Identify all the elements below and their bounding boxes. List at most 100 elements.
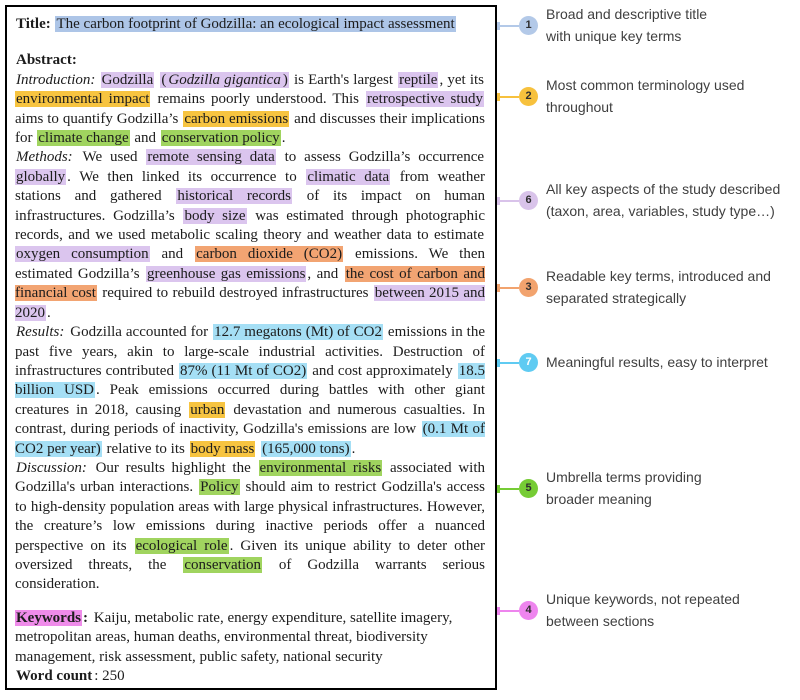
highlight-purple: body size — [183, 207, 247, 224]
highlight-yellow: urban — [189, 401, 226, 418]
highlight-purple: ( — [160, 71, 168, 88]
annotation-number-badge: 7 — [519, 353, 538, 373]
highlight-skyblue: (165,000 tons) — [261, 440, 351, 457]
connector-cap — [497, 21, 500, 30]
text-run: Title: — [16, 16, 55, 32]
highlight-purple: Godzilla — [100, 71, 155, 88]
highlight-purple: Godzilla gigantica — [167, 71, 282, 88]
annotation-text-line: separated strategically — [546, 289, 687, 306]
highlight-purple: greenhouse gas emissions — [146, 265, 307, 282]
highlight-purple: ) — [281, 71, 289, 88]
text-run: and — [150, 246, 195, 263]
annotation-text-line: broader meaning — [546, 490, 652, 507]
connector-line — [497, 358, 519, 367]
connector-line — [497, 606, 519, 615]
text-run: remains poorly understood. This — [151, 91, 366, 108]
text-run: Abstract: — [16, 52, 77, 69]
highlight-purple: remote sensing data — [146, 149, 276, 166]
highlight-blue: The carbon footprint of Godzilla: an eco… — [55, 16, 456, 32]
annotation-text-line: Most common terminology used — [546, 77, 745, 93]
text-run: : — [83, 609, 92, 626]
text-run: Introduction: — [16, 71, 100, 88]
annotation-text: Readable key terms, introduced and separa… — [546, 266, 771, 309]
annotation-number-badge: 2 — [519, 87, 538, 106]
annotation-7: 7 Meaningful results, easy to interpret — [497, 352, 768, 374]
highlight-purple: globally — [15, 168, 67, 185]
annotation-number-badge: 6 — [519, 191, 538, 210]
annotation-text-line: with unique key terms — [546, 27, 682, 44]
annotation-text: Meaningful results, easy to interpret — [546, 352, 768, 374]
text-run: of Godzilla warrants serious considerati… — [15, 556, 486, 593]
abstract-document-box: Title: The carbon footprint of Godzilla:… — [5, 5, 497, 690]
annotation-1: 1 Broad and descriptive title with unique … — [497, 4, 707, 47]
annotation-2: 2 Most common terminology used throughout — [497, 75, 744, 118]
connector-cap — [497, 484, 500, 493]
connector-cap — [497, 92, 500, 101]
annotation-text: Broad and descriptive title with unique k… — [546, 4, 707, 47]
annotation-text-line: All key aspects of the study described — [546, 181, 781, 197]
annotation-5: 5 Umbrella terms providing broader meaning — [497, 467, 702, 510]
text-run: should aim to restrict Godzilla's access… — [15, 479, 485, 554]
text-run: . — [281, 130, 286, 147]
annotation-4: 4 Unique keywords, not repeated between se… — [497, 589, 740, 632]
highlight-green: Policy — [199, 479, 240, 496]
connector-cap — [497, 283, 500, 292]
abstract-methods: Methods: We used remote sensing data to … — [15, 148, 485, 323]
text-run: , and — [307, 265, 344, 282]
annotation-text: Most common terminology used throughout — [546, 75, 744, 118]
abstract-introduction: Introduction: Godzilla (Godzilla giganti… — [15, 71, 485, 149]
highlight-magenta: Keywords — [15, 609, 82, 626]
text-run: . — [47, 304, 51, 321]
annotation-number-badge: 4 — [519, 601, 538, 620]
highlight-green: climate change — [37, 130, 130, 147]
connector-line — [497, 21, 519, 30]
text-run: Our results highlight the — [95, 459, 258, 476]
highlight-orange: carbon dioxide (CO2) — [195, 246, 344, 263]
highlight-yellow: environmental impact — [15, 91, 151, 108]
text-run: is Earth's largest — [289, 71, 398, 88]
highlight-skyblue: 12.7 megatons (Mt) of CO2 — [213, 324, 383, 341]
highlight-green: conservation — [183, 556, 262, 573]
highlight-green: environmental risks — [258, 459, 383, 476]
text-run: . Given its unique ability to deter othe… — [15, 537, 485, 573]
annotation-text-line: throughout — [546, 98, 613, 115]
text-run: was estimated through photographic recor… — [15, 207, 485, 244]
text-run: required to rebuild destroyed infrastruc… — [97, 285, 373, 302]
annotation-text-line: Unique keywords, not repeated — [546, 591, 740, 607]
text-run: Discussion: — [16, 459, 94, 476]
connector-line — [497, 484, 519, 493]
highlight-purple: climatic data — [306, 168, 391, 185]
text-run: Results: — [16, 324, 69, 341]
text-run: devastation and numerous casualties. In … — [15, 401, 485, 438]
highlight-purple: historical records — [176, 188, 293, 205]
highlight-yellow: body mass — [189, 440, 256, 457]
keywords-line: Keywords: Kaiju, metabolic rate, energy … — [15, 609, 485, 667]
text-run: Word count — [16, 668, 93, 684]
text-run: emissions in the past five years, akin t… — [15, 324, 485, 379]
annotation-text-line: Broad and descriptive title — [546, 6, 708, 22]
connector-cap — [497, 196, 500, 205]
connector-line — [497, 92, 519, 101]
text-run: , yet its — [439, 71, 485, 88]
annotation-6: 6 All key aspects of the study described (… — [497, 179, 780, 222]
annotation-text: Unique keywords, not repeated between sec… — [546, 589, 740, 632]
text-run: . — [351, 440, 356, 457]
word-count-line: Word count: 250 — [15, 667, 485, 686]
text-run: and cost approximately — [308, 362, 457, 379]
highlight-green: conservation policy — [160, 130, 281, 147]
abstract-heading: Abstract: — [15, 51, 485, 70]
text-run: and — [130, 130, 160, 147]
text-run: Methods: — [16, 149, 81, 166]
annotation-text-line: Meaningful results, easy to interpret — [546, 354, 768, 370]
text-run: . We then linked its occurrence to — [67, 168, 306, 185]
text-run: of its impact on human infrastructures. … — [15, 188, 485, 224]
annotation-number-badge: 5 — [519, 479, 538, 498]
text-run: Kaiju, metabolic rate, energy expenditur… — [15, 609, 453, 665]
connector-line — [497, 196, 519, 205]
text-run: aims to quantify Godzilla’s — [15, 110, 183, 127]
text-run: from weather stations and gathered — [15, 168, 486, 205]
annotation-text-line: (taxon, area, variables, study type…) — [546, 202, 775, 219]
text-run: emissions. We then estimated Godzilla’s — [15, 246, 486, 282]
connector-cap — [497, 606, 500, 615]
highlight-skyblue: 87% (11 Mt of CO2) — [178, 362, 308, 379]
